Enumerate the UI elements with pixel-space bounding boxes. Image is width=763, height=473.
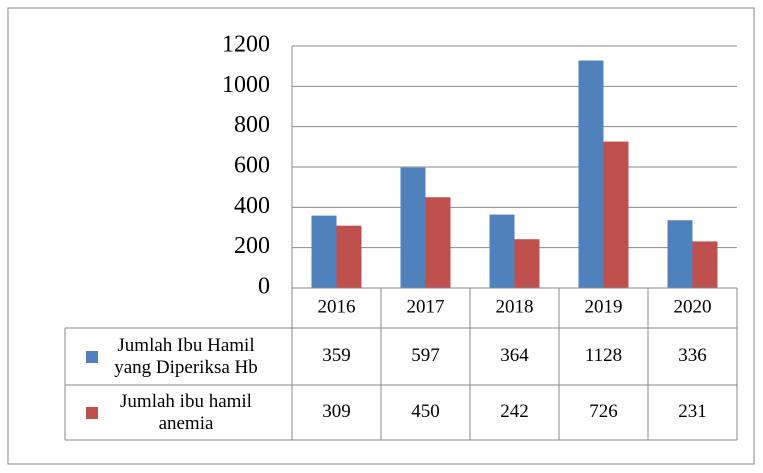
bar xyxy=(336,225,362,288)
y-tick-label: 1000 xyxy=(222,72,270,98)
y-tick-label: 0 xyxy=(258,274,270,300)
y-tick-label: 800 xyxy=(234,112,270,138)
x-tick-label: 2016 xyxy=(318,296,356,317)
legend-cell: Jumlah ibu hamil anemia xyxy=(65,385,292,440)
y-tick-label: 1200 xyxy=(222,32,270,58)
chart-border xyxy=(7,7,755,465)
table-value: 726 xyxy=(589,401,618,422)
legend-label: Jumlah Ibu Hamil yang Diperiksa Hb xyxy=(114,334,258,378)
y-tick-label: 200 xyxy=(234,233,270,259)
table-value: 309 xyxy=(322,401,351,422)
x-tick-label: 2019 xyxy=(585,296,623,317)
bar xyxy=(489,214,515,288)
bar xyxy=(400,167,426,288)
table-value: 242 xyxy=(500,401,529,422)
bar xyxy=(311,215,337,288)
x-tick-label: 2018 xyxy=(496,296,534,317)
legend-cell: Jumlah Ibu Hamil yang Diperiksa Hb xyxy=(65,328,292,385)
bar xyxy=(667,220,693,288)
table-value: 336 xyxy=(678,345,707,366)
bar xyxy=(514,239,540,288)
table-value: 359 xyxy=(322,345,351,366)
bar xyxy=(425,197,451,288)
table-value: 450 xyxy=(411,401,440,422)
table-value: 1128 xyxy=(585,345,622,366)
legend-swatch xyxy=(86,350,98,363)
bar xyxy=(603,141,629,288)
table-value: 364 xyxy=(500,345,529,366)
legend-label: Jumlah ibu hamil anemia xyxy=(120,390,252,434)
y-tick-label: 600 xyxy=(234,153,270,179)
y-tick-label: 400 xyxy=(234,193,270,219)
x-tick-label: 2017 xyxy=(407,296,445,317)
legend-swatch xyxy=(86,406,98,419)
bar xyxy=(692,241,718,288)
table-value: 231 xyxy=(678,401,707,422)
bar xyxy=(578,60,604,288)
table-value: 597 xyxy=(411,345,440,366)
x-tick-label: 2020 xyxy=(674,296,712,317)
